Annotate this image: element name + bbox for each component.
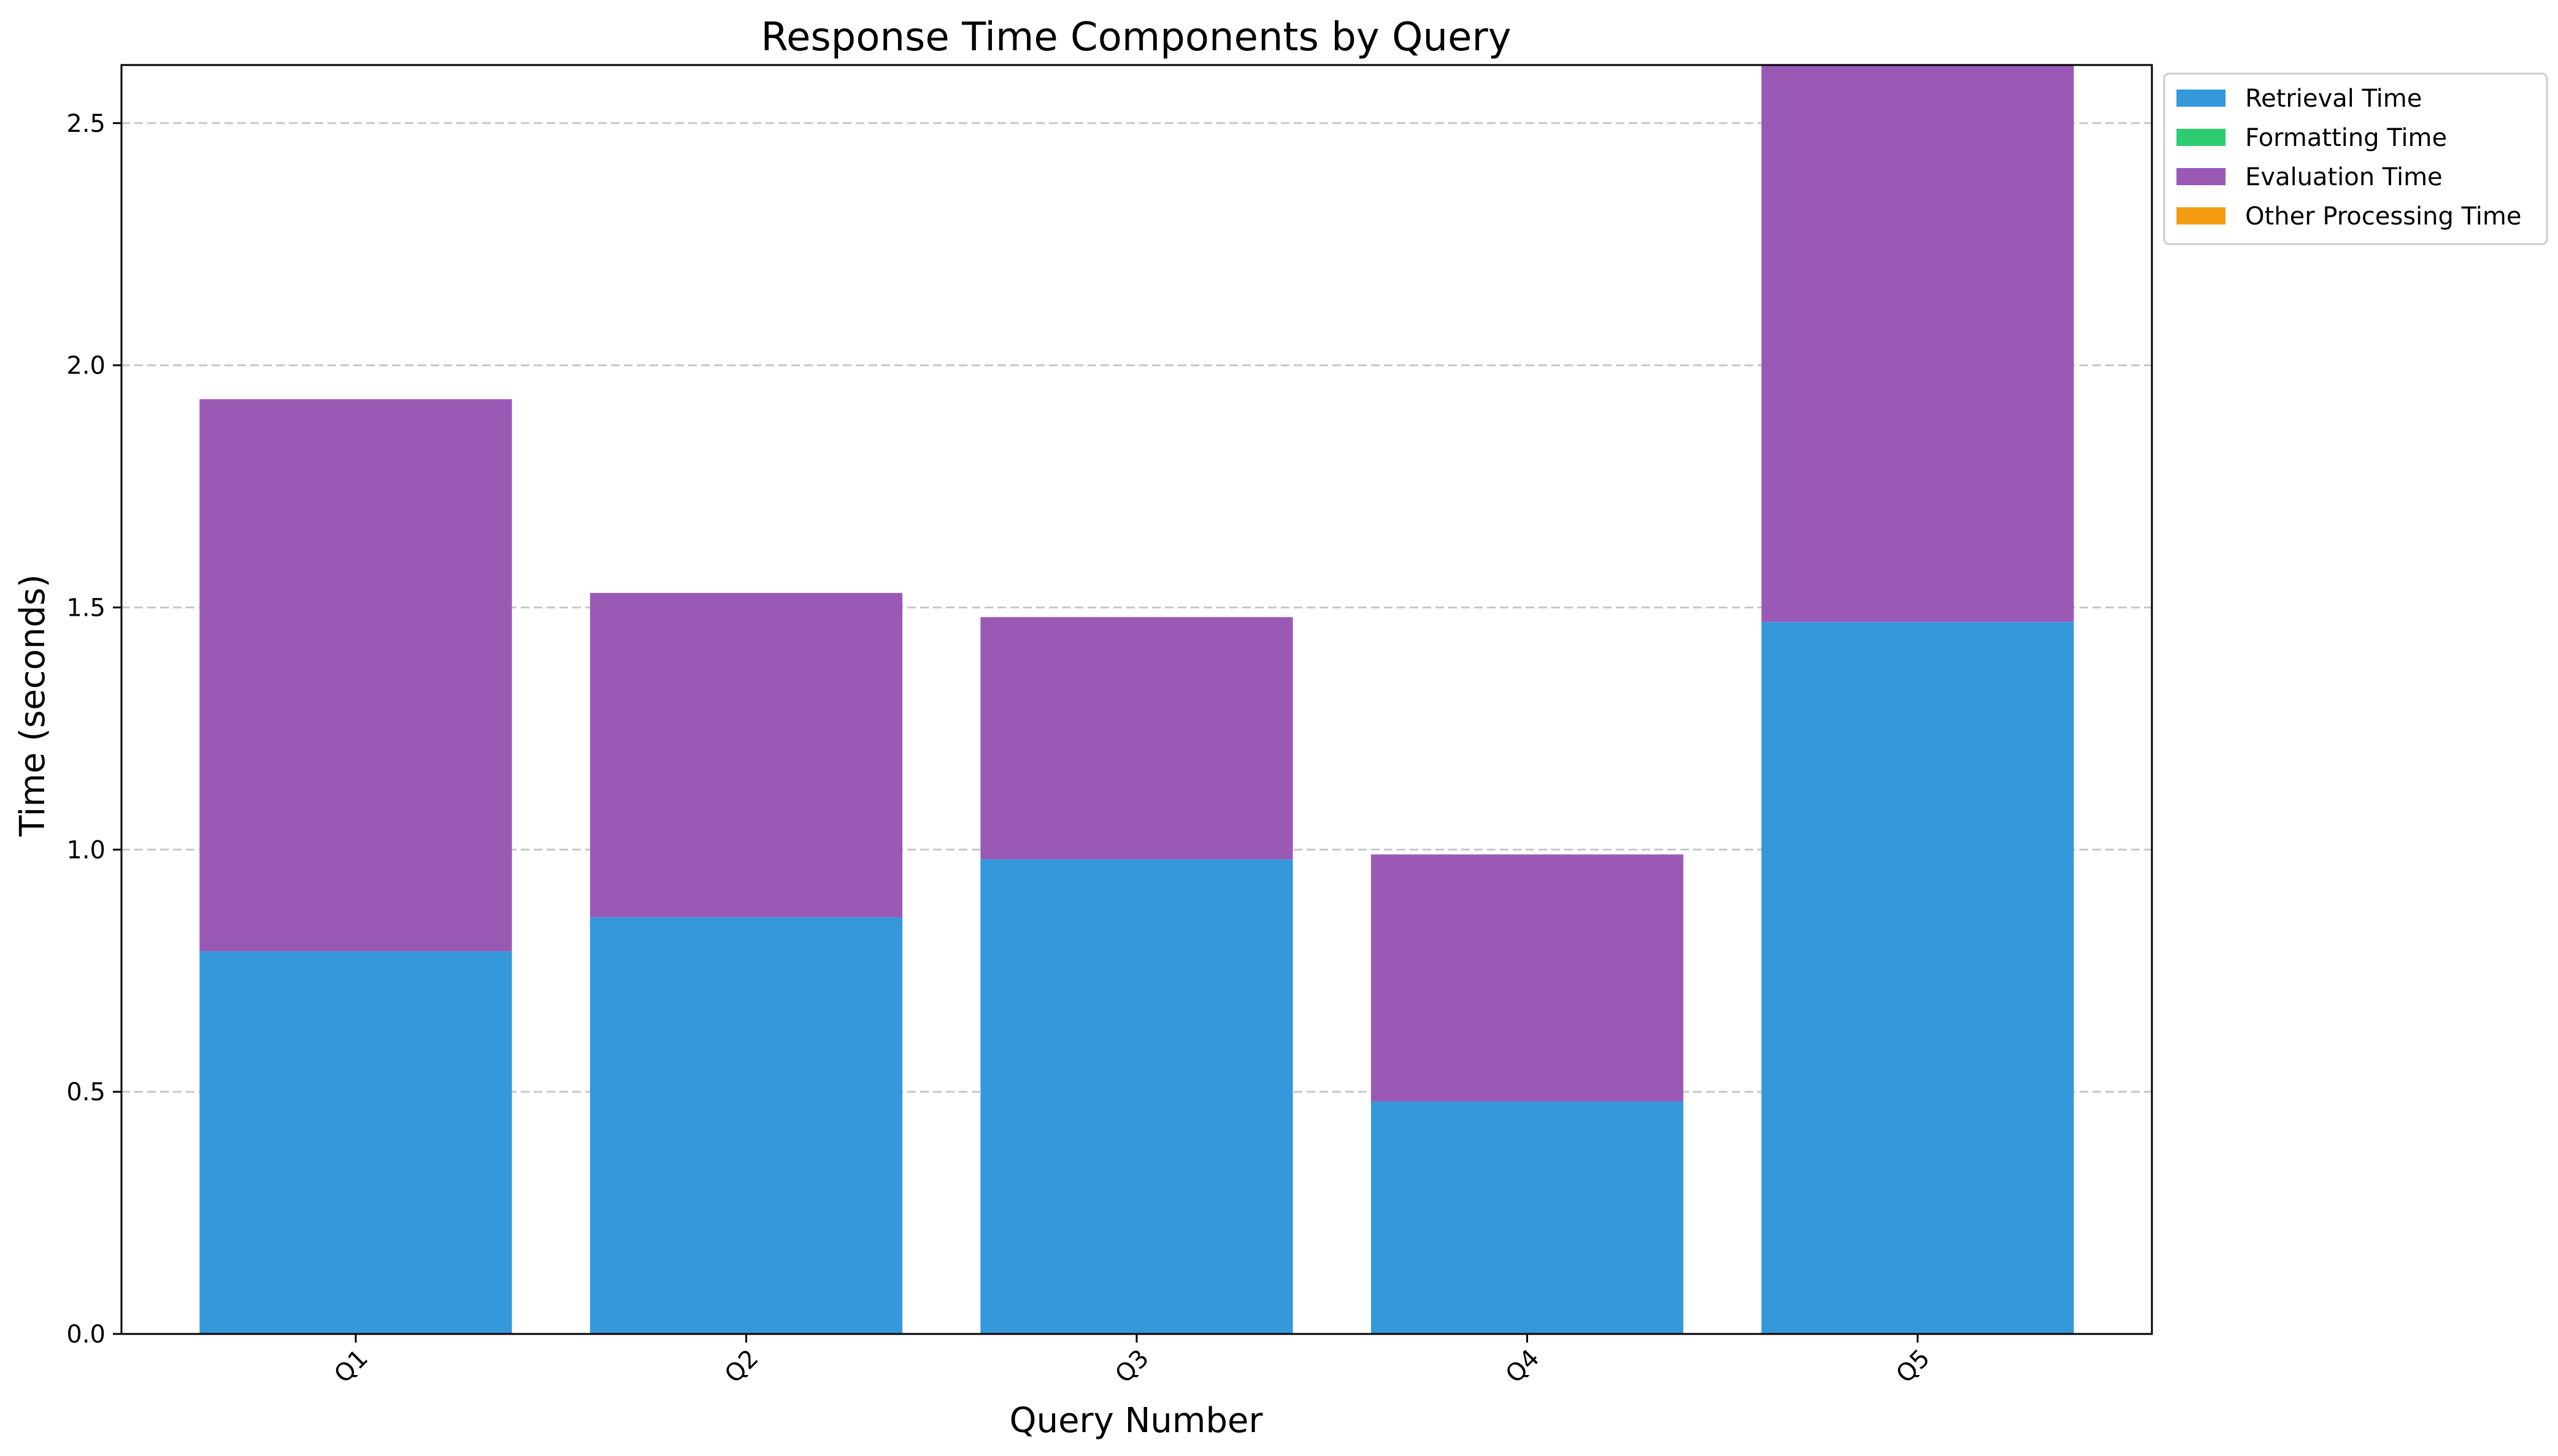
x-tick-label: Q3 — [1110, 1344, 1154, 1389]
bar-segment — [1370, 1101, 1684, 1334]
x-tick-label: Q1 — [329, 1344, 374, 1389]
chart-title: Response Time Components by Query — [761, 15, 1511, 60]
y-tick-label: 1.5 — [66, 594, 106, 622]
legend-entry: Retrieval Time — [2245, 85, 2422, 113]
y-tick-label: 2.5 — [66, 110, 106, 138]
legend-entry: Evaluation Time — [2245, 163, 2443, 191]
y-axis-label: Time (seconds) — [13, 574, 53, 837]
bar-segment — [980, 617, 1293, 860]
legend-swatch — [2176, 90, 2226, 107]
legend-entry: Other Processing Time — [2245, 202, 2522, 231]
bar-segment — [1761, 65, 2074, 623]
bar-segment — [980, 859, 1293, 1334]
y-tick-label: 0.5 — [66, 1078, 106, 1106]
x-tick-label: Q4 — [1500, 1344, 1545, 1389]
bar-segment — [590, 592, 903, 918]
bar-segment — [1761, 622, 2074, 1334]
x-tick-label: Q5 — [1891, 1344, 1935, 1389]
y-tick-label: 0.0 — [66, 1320, 106, 1349]
x-tick-label: Q2 — [720, 1344, 764, 1389]
x-axis-label: Query Number — [1010, 1401, 1264, 1441]
bar-segment — [590, 917, 903, 1334]
bar-segment — [1370, 854, 1684, 1102]
bar-segment — [199, 399, 512, 952]
bars-layer — [199, 65, 2074, 1334]
plot-frame — [120, 64, 2153, 1335]
legend-swatch — [2176, 129, 2226, 146]
y-tick-label: 2.0 — [66, 352, 106, 380]
legend-swatch — [2176, 168, 2226, 185]
legend-box — [2163, 72, 2548, 245]
y-tick-label: 1.0 — [66, 836, 106, 864]
legend-entry: Formatting Time — [2245, 124, 2447, 152]
legend: Retrieval Time Formatting Time Evaluation … — [2163, 72, 2548, 245]
legend-swatch — [2176, 207, 2226, 224]
bar-segment — [199, 951, 512, 1334]
